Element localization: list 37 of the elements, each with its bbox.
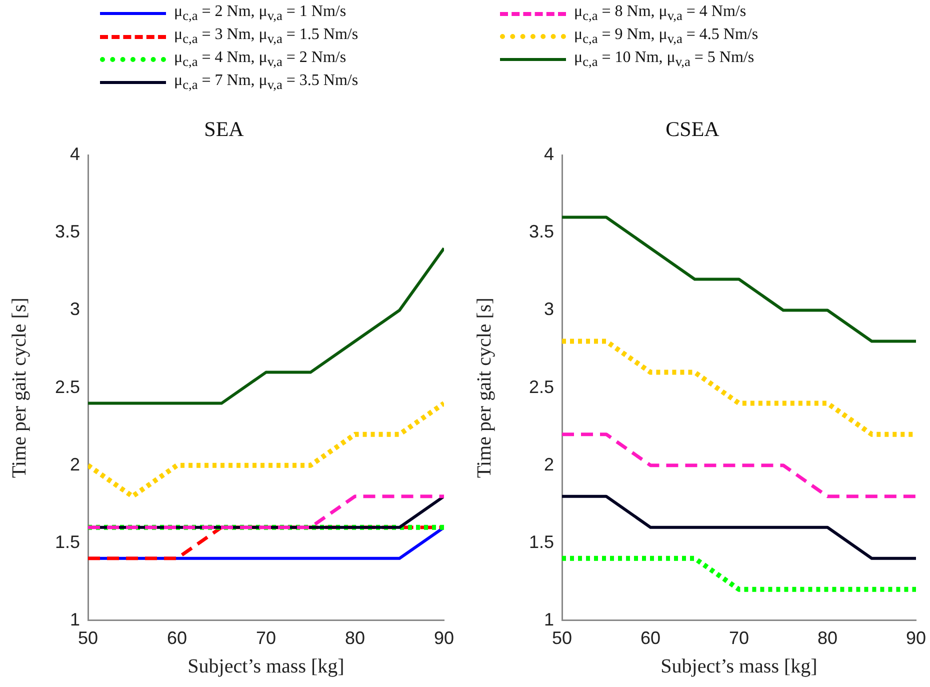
legend-label: μ$_{c,a}$ = 9 Nm, μ$_{v,a}$ = 4.5 Nm/s — [574, 26, 758, 48]
legend-label: μ$_{c,a}$ = 10 Nm, μ$_{v,a}$ = 5 Nm/s — [574, 48, 754, 70]
legend-label: μ$_{c,a}$ = 8 Nm, μ$_{v,a}$ = 4 Nm/s — [574, 2, 746, 24]
chart-title: SEA — [204, 117, 245, 142]
y-axis-title: Time per gait cycle [s] — [473, 298, 496, 478]
y-tick-label: 4 — [70, 144, 80, 164]
legend-label: μ$_{c,a}$ = 3 Nm, μ$_{v,a}$ = 1.5 Nm/s — [174, 26, 358, 48]
y-tick-label: 2 — [70, 454, 80, 474]
legend-label: μ$_{c,a}$ = 2 Nm, μ$_{v,a}$ = 1 Nm/s — [174, 2, 346, 24]
y-tick-label: 3 — [544, 299, 554, 320]
y-tick-label: 2.5 — [54, 376, 80, 397]
x-tick-label: 70 — [256, 628, 276, 648]
x-tick-label: 80 — [817, 628, 838, 648]
x-axis-title: Subject’s mass [kg] — [660, 655, 818, 678]
y-tick-label: 3 — [70, 299, 80, 320]
legend-label: μ$_{c,a}$ = 7 Nm, μ$_{v,a}$ = 3.5 Nm/s — [174, 72, 358, 94]
x-tick-label: 50 — [552, 628, 572, 648]
y-tick-label: 2 — [544, 454, 554, 474]
y-tick-label: 4 — [544, 144, 554, 164]
legend-label: μ$_{c,a}$ = 4 Nm, μ$_{v,a}$ = 2 Nm/s — [174, 48, 346, 70]
y-tick-label: 3.5 — [54, 222, 80, 242]
x-axis-title: Subject’s mass [kg] — [188, 655, 344, 678]
x-tick-label: 90 — [906, 628, 926, 648]
chart-title: CSEA — [666, 117, 720, 142]
y-tick-label: 1.5 — [528, 532, 554, 552]
x-tick-label: 60 — [166, 628, 188, 648]
y-axis-title: Time per gait cycle [s] — [8, 298, 30, 478]
y-tick-label: 1.5 — [54, 532, 80, 552]
y-tick-label: 1 — [544, 609, 554, 630]
x-tick-label: 70 — [728, 628, 750, 648]
x-tick-label: 60 — [640, 628, 661, 648]
x-tick-label: 80 — [344, 628, 366, 648]
x-tick-label: 90 — [434, 628, 454, 648]
y-tick-label: 2.5 — [528, 376, 554, 397]
x-tick-label: 50 — [78, 628, 98, 648]
y-tick-label: 3.5 — [528, 222, 554, 242]
y-tick-label: 1 — [70, 609, 80, 630]
